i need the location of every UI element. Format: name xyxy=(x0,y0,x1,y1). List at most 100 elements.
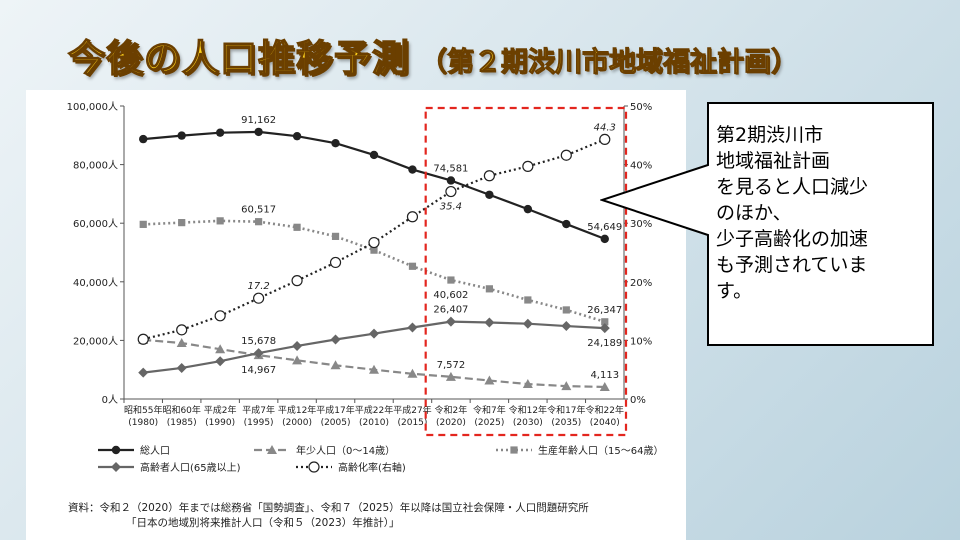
series-1-point xyxy=(407,368,418,378)
y-right-tick-label: 40% xyxy=(630,161,652,172)
source-note-line1: 資料：令和２（2020）年までは総務省「国勢調査」、令和７（2025）年以降は国… xyxy=(68,502,589,514)
source-note: 資料：令和２（2020）年までは総務省「国勢調査」、令和７（2025）年以降は国… xyxy=(68,501,678,531)
series-0-point xyxy=(292,131,302,141)
data-label: 7,572 xyxy=(437,360,466,371)
series-1-point xyxy=(369,364,379,374)
legend-label: 総人口 xyxy=(140,444,170,457)
y-left-tick-label: 60,000人 xyxy=(73,218,118,230)
callout-line: 第2期渋川市 xyxy=(716,124,824,146)
y-right-tick-label: 30% xyxy=(630,219,652,230)
series-2-point xyxy=(178,219,186,227)
y-left-tick-label: 40,000人 xyxy=(73,277,118,289)
series-2-point xyxy=(408,262,417,270)
callout-line: す。 xyxy=(716,280,753,302)
y-left-tick-label: 0人 xyxy=(102,394,118,406)
series-4-point xyxy=(291,275,303,287)
series-2-point xyxy=(293,223,301,231)
series-1-point xyxy=(561,381,572,391)
series-4-point xyxy=(253,292,265,304)
x-tick-label: 令和12年 xyxy=(509,404,547,416)
speech-bubble xyxy=(600,102,934,346)
speech-bubble-shape xyxy=(600,102,934,346)
series-4-point xyxy=(176,324,188,336)
series-3-point xyxy=(445,316,456,327)
y-left-tick-label: 20,000人 xyxy=(73,335,118,347)
series-1-point xyxy=(445,371,456,381)
data-label: 26,407 xyxy=(433,305,468,316)
series-4-point xyxy=(406,211,419,223)
y-left-tick-label: 80,000人 xyxy=(73,160,118,172)
series-3-point xyxy=(330,334,341,345)
series-3-point xyxy=(484,317,495,328)
series-1-point xyxy=(215,344,226,354)
series-0-point xyxy=(523,204,533,214)
legend-label: 生産年齢人口（15～64歳） xyxy=(538,444,663,457)
callout-line: 少子高齢化の加速 xyxy=(716,228,869,250)
data-label: 44.3 xyxy=(594,122,616,133)
legend-label: 年少人口（0～14歳） xyxy=(296,444,395,457)
slide-title: 今後の人口推移予測 （第２期渋川市地域福祉計画） xyxy=(67,28,799,82)
series-3-point xyxy=(407,322,418,333)
series-3-point xyxy=(522,318,533,329)
data-label: 35.4 xyxy=(440,202,462,213)
series-1-point xyxy=(599,381,610,391)
series-1-point xyxy=(176,338,187,348)
population-chart: 0人 20,000人 40,000人 60,000人 80,000人 100,000人 0%… xyxy=(67,101,664,474)
data-label: 4,113 xyxy=(590,370,619,381)
source-note-line2: 「日本の地域別将来推計人口（令和５（2023）年推計）」 xyxy=(126,517,400,529)
series-2-point xyxy=(447,276,455,284)
legend-marker-1 xyxy=(267,445,277,454)
slide-title-main: 今後の人口推移予測 xyxy=(67,36,410,80)
y-right-tick-label: 0% xyxy=(630,395,646,406)
series-1-point xyxy=(522,379,533,389)
series-3-point xyxy=(369,328,379,339)
x-tick-label: 平成12年 xyxy=(278,404,316,416)
series-3-point xyxy=(215,356,226,367)
x-tick-label-year: (1980) xyxy=(128,418,158,428)
series-4-point xyxy=(599,133,611,146)
series-2-point xyxy=(370,246,378,254)
series-2-point xyxy=(255,218,263,226)
series-3-point xyxy=(176,362,187,373)
x-tick-label-year: (2015) xyxy=(397,418,427,428)
data-label: 91,162 xyxy=(241,115,276,126)
y-left-tick-label: 100,000人 xyxy=(67,101,118,113)
legend-label: 高齢化率(右軸) xyxy=(338,461,406,474)
x-tick-label: 令和22年 xyxy=(586,404,624,416)
x-tick-label-year: (1990) xyxy=(205,418,235,428)
x-tick-label-year: (1985) xyxy=(167,418,197,428)
x-tick-label: 平成17年 xyxy=(316,404,354,416)
callout-line: 地域福祉計画 xyxy=(716,150,831,172)
x-tick-label: 平成7年 xyxy=(242,404,275,416)
legend-marker-0 xyxy=(111,445,121,455)
data-label: 17.2 xyxy=(247,281,269,292)
x-tick-label-year: (2000) xyxy=(282,418,312,428)
series-1-point xyxy=(484,375,495,385)
y-right-tick-label: 20% xyxy=(630,278,652,289)
data-label: 26,347 xyxy=(587,305,622,316)
series-4-point xyxy=(214,310,226,322)
series-2-point xyxy=(485,285,493,293)
series-1-point xyxy=(330,360,341,370)
series-4-point xyxy=(483,170,495,182)
series-3-point xyxy=(599,323,610,334)
series-2-point xyxy=(562,306,570,314)
series-0-point xyxy=(485,190,494,199)
series-0-point xyxy=(369,150,379,160)
series-2-point xyxy=(601,318,609,326)
series-0-point xyxy=(408,165,417,174)
series-0-point xyxy=(600,234,609,244)
data-label: 24,189 xyxy=(587,338,622,349)
slide-title-sub: （第２期渋川市地域福祉計画） xyxy=(420,47,799,79)
x-tick-label-year: (2030) xyxy=(513,418,543,428)
callout-line: のほか、 xyxy=(716,202,792,224)
x-tick-label: 平成27年 xyxy=(393,404,431,416)
legend-marker-2 xyxy=(510,446,518,454)
series-3-point xyxy=(561,321,572,332)
series-0-point xyxy=(254,127,263,137)
x-tick-label-year: (2010) xyxy=(359,418,389,428)
series-0-point xyxy=(331,139,340,148)
series-3-point xyxy=(138,367,149,378)
series-3-point xyxy=(253,348,264,359)
series-2-point xyxy=(139,220,147,228)
